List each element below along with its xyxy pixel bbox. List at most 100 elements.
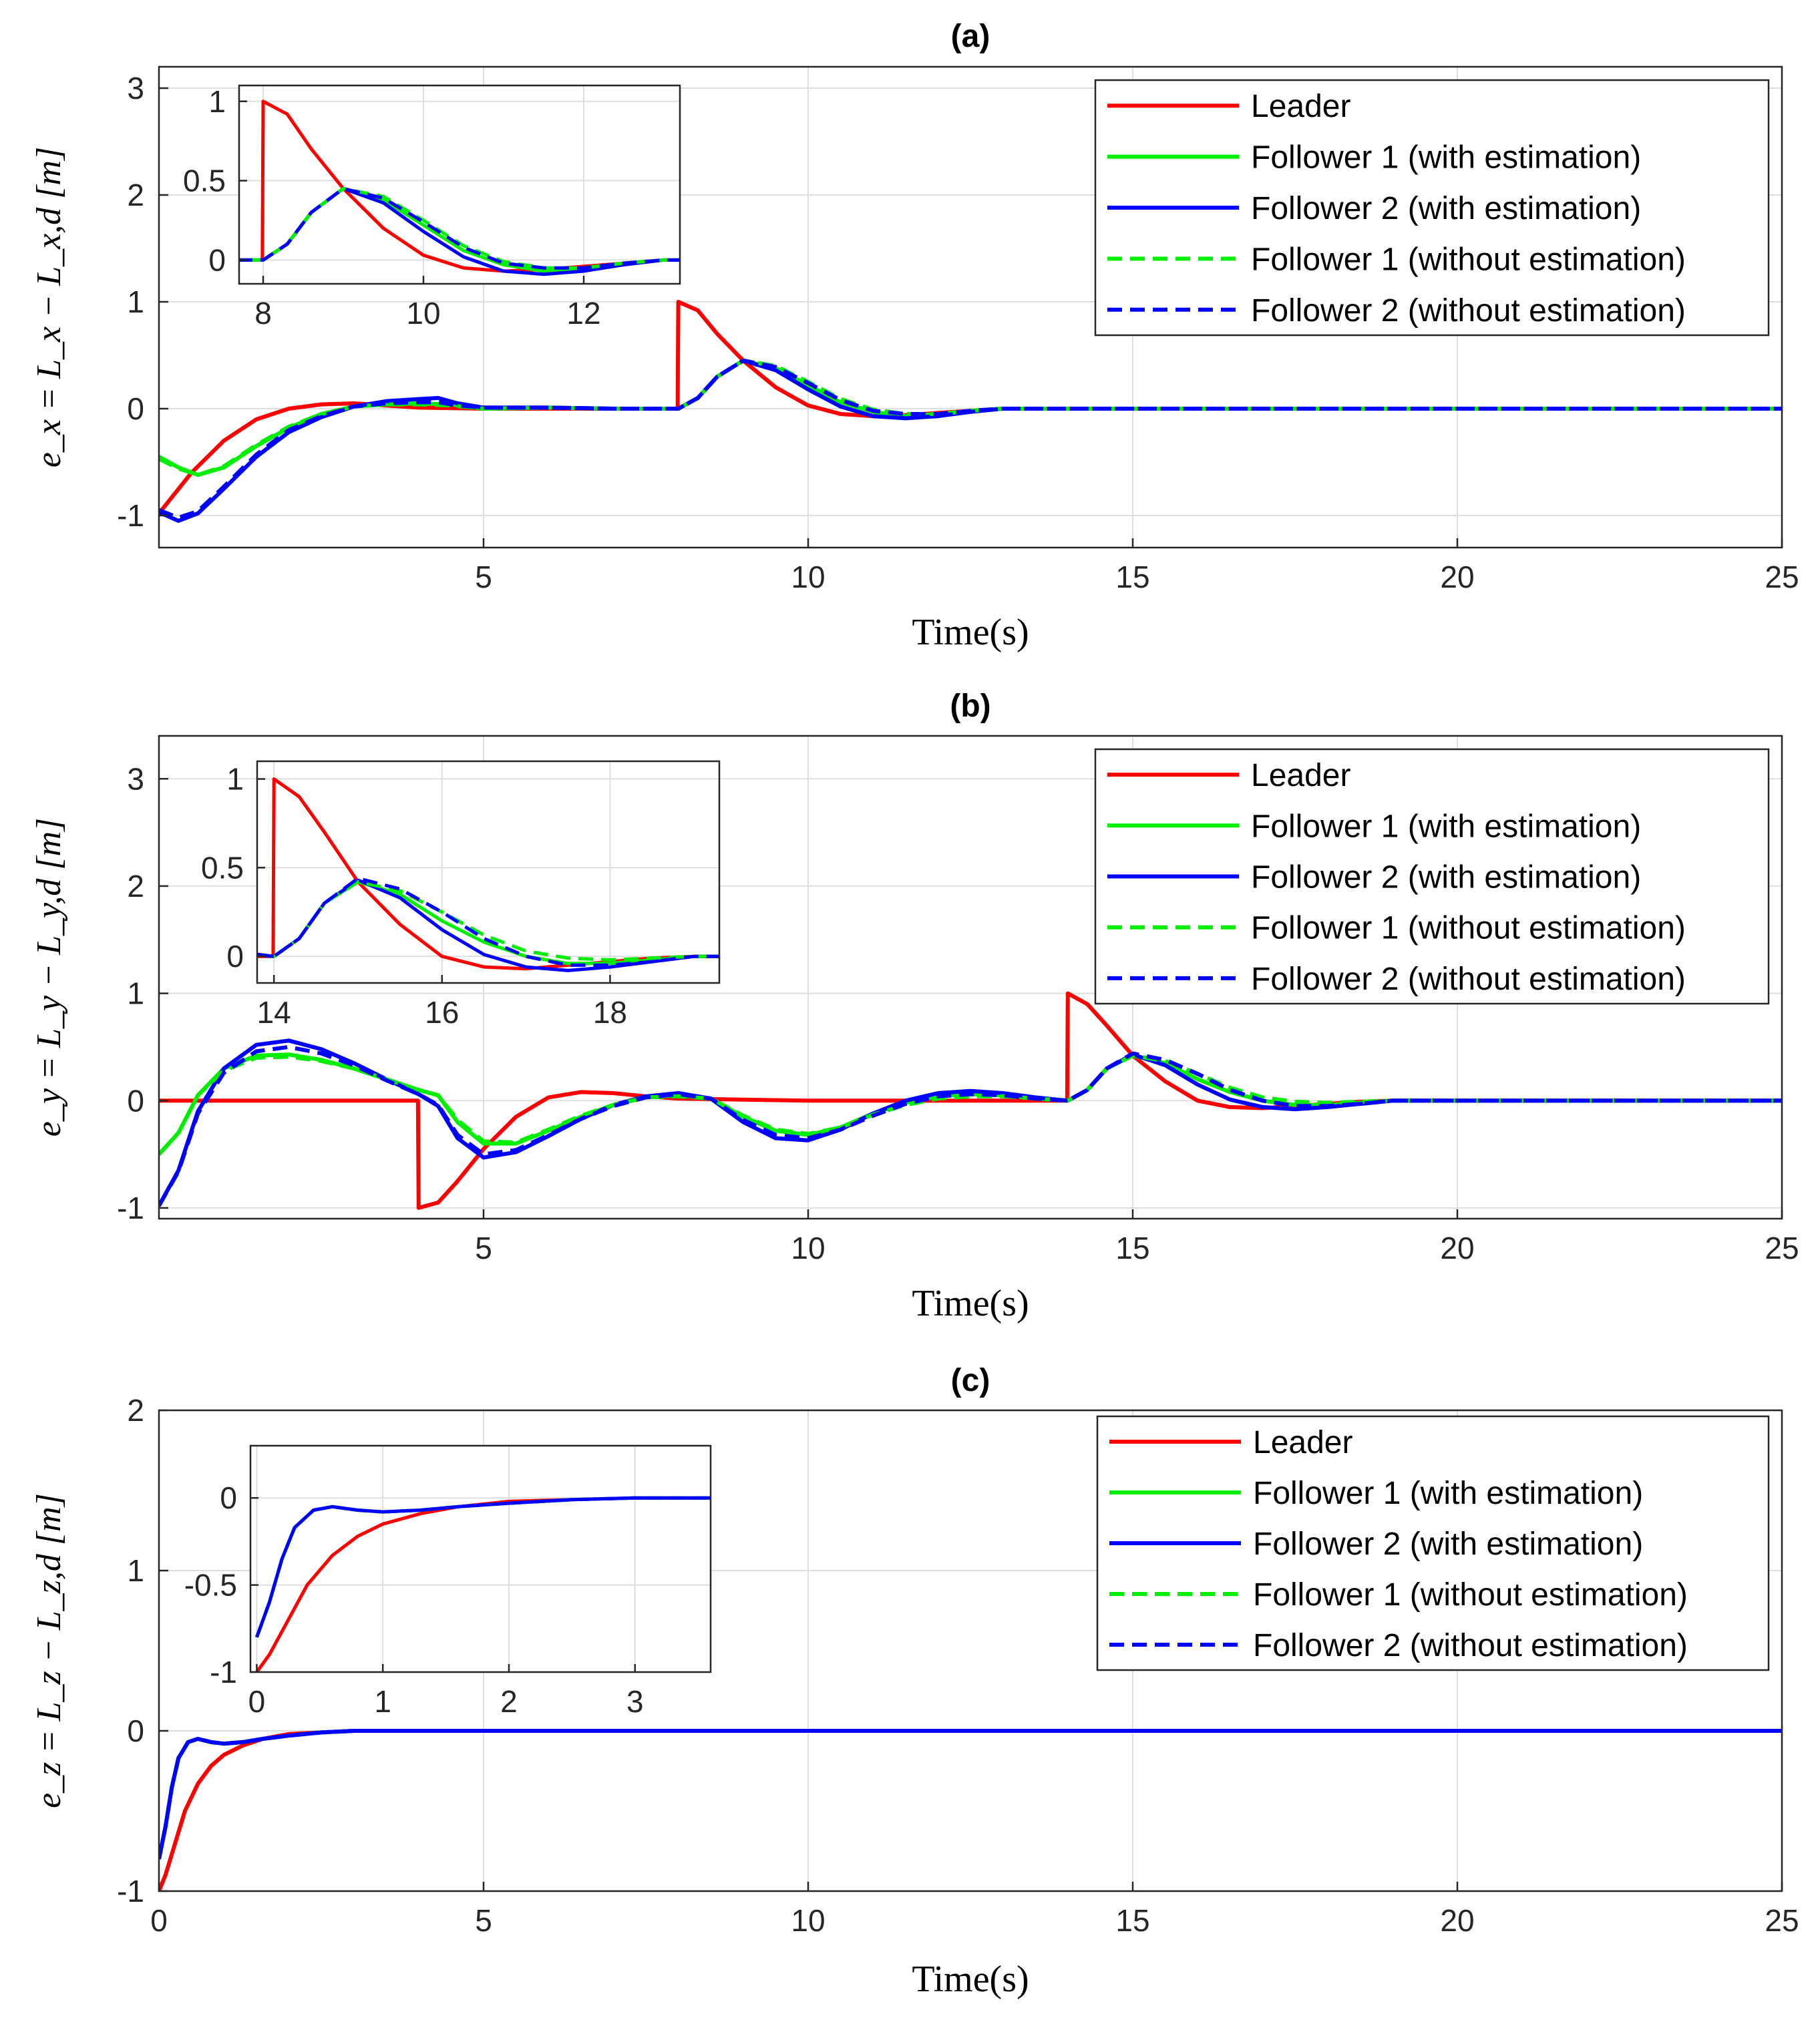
series-line-2	[239, 186, 680, 276]
inset-y-tick-label: 0	[208, 242, 226, 277]
legend-entry: Follower 2 (with estimation)	[1251, 191, 1641, 226]
legend-entry: Follower 1 (with estimation)	[1251, 140, 1641, 176]
y-tick-label: 1	[127, 284, 144, 319]
y-tick-label: 0	[127, 391, 144, 426]
legend-entry: Follower 1 (without estimation)	[1251, 242, 1686, 277]
inset-x-tick-label: 16	[425, 995, 459, 1030]
inset-x-tick-label: 10	[406, 296, 440, 331]
legend-entry: Follower 1 (without estimation)	[1251, 911, 1686, 946]
inset-y-tick-label: 0	[220, 1480, 237, 1515]
legend-entry: Follower 2 (without estimation)	[1251, 962, 1686, 997]
legend: Leader Follower 1 (with estimation) Follow…	[1096, 1415, 1770, 1671]
inset-x-tick-label: 1	[374, 1684, 391, 1719]
axes-box	[158, 65, 1783, 549]
y-tick-label: 0	[127, 1713, 144, 1748]
inset: 0 1 2 3 -1 -0.5 0	[184, 1444, 712, 1719]
inset: 8 10 12 0 0.5 1	[183, 84, 681, 331]
legend-box	[1094, 748, 1770, 1005]
inset-area	[257, 761, 719, 983]
series-line-0	[257, 777, 719, 971]
series-line-2	[257, 878, 719, 972]
legend: Leader Follower 1 (with estimation) Follow…	[1094, 748, 1770, 1005]
y-axis-label: e_z = L_z − L_z,d [m]	[30, 1493, 68, 1808]
inset-x-tick-label: 14	[257, 995, 291, 1030]
y-tick-label: 2	[127, 869, 144, 903]
x-tick-label: 10	[791, 1903, 825, 1938]
y-tick-label: 1	[127, 1553, 144, 1588]
x-tick-label: 20	[1440, 1231, 1474, 1265]
inset-y-tick-label: 0	[226, 939, 244, 974]
inset-x-tick-label: 2	[500, 1684, 518, 1719]
legend-entry: Follower 2 (with estimation)	[1253, 1527, 1643, 1562]
legend-entry: Follower 1 (without estimation)	[1253, 1577, 1688, 1613]
legend: Leader Follower 1 (with estimation) Follow…	[1094, 79, 1770, 337]
inset-x-tick-label: 18	[593, 995, 627, 1030]
x-tick-label: 25	[1765, 1903, 1799, 1938]
y-axis-label: e_x = L_x − L_x,d [m]	[30, 147, 68, 467]
series-line-4	[239, 186, 680, 270]
x-tick-label: 10	[791, 560, 825, 594]
inset-y-tick-label: 0.5	[183, 164, 226, 198]
series-line-4	[159, 359, 1782, 520]
axes-box	[158, 1409, 1783, 1892]
x-tick-label: 20	[1440, 1903, 1474, 1938]
inset-x-tick-label: 8	[254, 296, 272, 331]
x-tick-label: 5	[475, 560, 492, 594]
chart-title: (b)	[950, 688, 990, 724]
x-tick-label: 25	[1765, 560, 1799, 594]
y-tick-label: -1	[117, 498, 144, 533]
chart-title: (c)	[951, 1363, 990, 1398]
series-line-4	[159, 1044, 1782, 1207]
inset-x-tick-label: 12	[566, 296, 600, 331]
x-tick-label: 15	[1115, 1903, 1149, 1938]
inset-box	[238, 84, 681, 285]
x-tick-label: 15	[1115, 560, 1149, 594]
y-tick-label: -1	[117, 1191, 144, 1225]
inset-y-tick-label: -0.5	[184, 1568, 237, 1603]
inset-y-tick-label: 1	[208, 84, 226, 119]
inset-y-tick-label: 1	[226, 762, 244, 797]
legend-entry: Follower 1 (with estimation)	[1251, 809, 1641, 844]
legend-entry: Follower 2 (without estimation)	[1251, 293, 1686, 329]
x-tick-label: 5	[475, 1231, 492, 1265]
x-tick-label: 20	[1440, 560, 1474, 594]
x-axis-label: Time(s)	[912, 1283, 1029, 1324]
series-line-1	[239, 186, 680, 273]
y-tick-label: 1	[127, 976, 144, 1011]
legend-entry: Leader	[1251, 758, 1350, 793]
legend-entry: Follower 2 (without estimation)	[1253, 1628, 1688, 1663]
y-tick-label: 3	[127, 71, 144, 106]
inset-x-tick-label: 0	[248, 1684, 266, 1719]
axes-box	[158, 735, 1783, 1220]
x-axis-label: Time(s)	[912, 1959, 1029, 2000]
y-tick-label: 2	[127, 1393, 144, 1428]
inset-area	[239, 85, 680, 284]
y-axis-label: e_y = L_y − L_y,d [m]	[30, 818, 68, 1137]
series-line-1	[257, 880, 719, 966]
x-axis-label: Time(s)	[912, 612, 1029, 653]
legend-entry: Follower 2 (with estimation)	[1251, 860, 1641, 895]
inset-y-tick-label: 0.5	[201, 850, 244, 885]
series-line-4	[159, 1729, 1782, 1860]
series-line-3	[239, 186, 680, 270]
x-tick-label: 5	[475, 1903, 492, 1938]
legend-entry: Leader	[1251, 89, 1350, 124]
chart-title: (a)	[951, 19, 990, 54]
series-line-3	[257, 880, 719, 962]
inset-box	[249, 1444, 712, 1673]
y-tick-label: 0	[127, 1083, 144, 1118]
inset-box	[256, 760, 721, 984]
y-tick-label: 3	[127, 761, 144, 796]
inset: 14 16 18 0 0.5 1	[201, 760, 721, 1030]
inset-y-tick-label: -1	[210, 1655, 237, 1689]
x-tick-label: 10	[791, 1231, 825, 1265]
x-tick-label: 0	[150, 1903, 168, 1938]
series-line-4	[255, 1496, 711, 1638]
y-tick-label: 2	[127, 178, 144, 212]
series-line-2	[159, 1038, 1782, 1207]
legend-entry: Follower 1 (with estimation)	[1253, 1476, 1643, 1511]
x-tick-label: 25	[1765, 1231, 1799, 1265]
